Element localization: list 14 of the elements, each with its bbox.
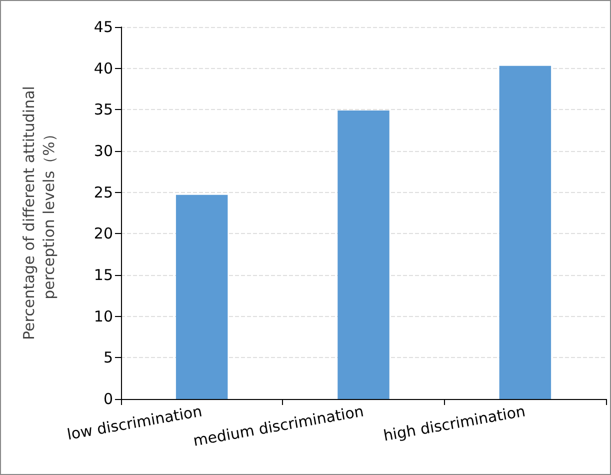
y-axis-title: Percentage of different attitudinal perception levels（%） (20, 86, 58, 340)
y-tick-label: 15 (94, 266, 113, 284)
y-tick-label: 10 (94, 307, 113, 326)
bar (338, 110, 390, 399)
y-tick-label: 30 (94, 142, 113, 160)
y-tick-label: 40 (94, 59, 113, 78)
y-tick-label: 45 (94, 18, 113, 36)
y-tick-label: 0 (103, 390, 113, 408)
y-tick-label: 20 (94, 224, 113, 243)
bar (499, 66, 552, 399)
y-tick-label: 25 (94, 183, 113, 202)
y-tick-label: 5 (103, 348, 113, 367)
bar (176, 194, 228, 399)
y-tick-label: 35 (94, 100, 113, 119)
